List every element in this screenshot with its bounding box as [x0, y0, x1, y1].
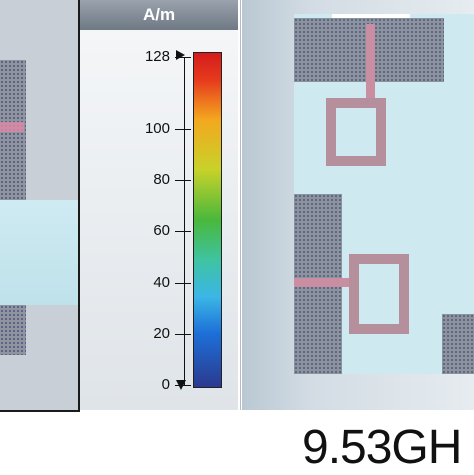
resonator-ring-top	[326, 98, 386, 166]
legend-tick-mark	[175, 57, 191, 58]
right-simulation-panel	[242, 0, 474, 410]
left-simulation-panel	[0, 0, 80, 412]
legend-tick-label: 0	[161, 376, 170, 393]
feed-line-top	[366, 24, 375, 108]
legend-tick-mark	[175, 333, 191, 335]
legend-colorbar	[193, 52, 222, 388]
left-mesh-block-top	[0, 60, 26, 205]
top-highlight-bar	[332, 14, 410, 18]
legend-tick-mark	[175, 231, 191, 233]
legend-tick-mark	[175, 282, 191, 284]
simulation-substrate	[294, 14, 474, 374]
left-current-trace-top	[0, 122, 24, 132]
legend-max-arrow-icon	[176, 50, 185, 60]
legend-tick-label: 128	[144, 48, 170, 65]
left-substrate-region	[0, 200, 78, 305]
resonator-ring-bottom	[349, 254, 409, 334]
left-mesh-block-bottom	[0, 305, 26, 355]
legend-tick-label: 60	[153, 222, 170, 240]
legend-tick-label: 40	[153, 273, 170, 291]
legend-unit-header: A/m	[80, 0, 238, 30]
frequency-label: 9.53GH	[302, 421, 462, 474]
legend-axis-line	[184, 57, 185, 385]
legend-tick-mark	[175, 385, 191, 386]
feed-line-bottom	[294, 278, 354, 287]
legend-tick-label: 80	[153, 171, 170, 188]
legend-tick-mark	[175, 128, 191, 130]
mesh-block-bottom-right	[442, 314, 474, 374]
legend-tick-label: 100	[144, 119, 170, 137]
legend-tick-mark	[175, 180, 191, 181]
legend-tick-label: 20	[153, 324, 170, 342]
